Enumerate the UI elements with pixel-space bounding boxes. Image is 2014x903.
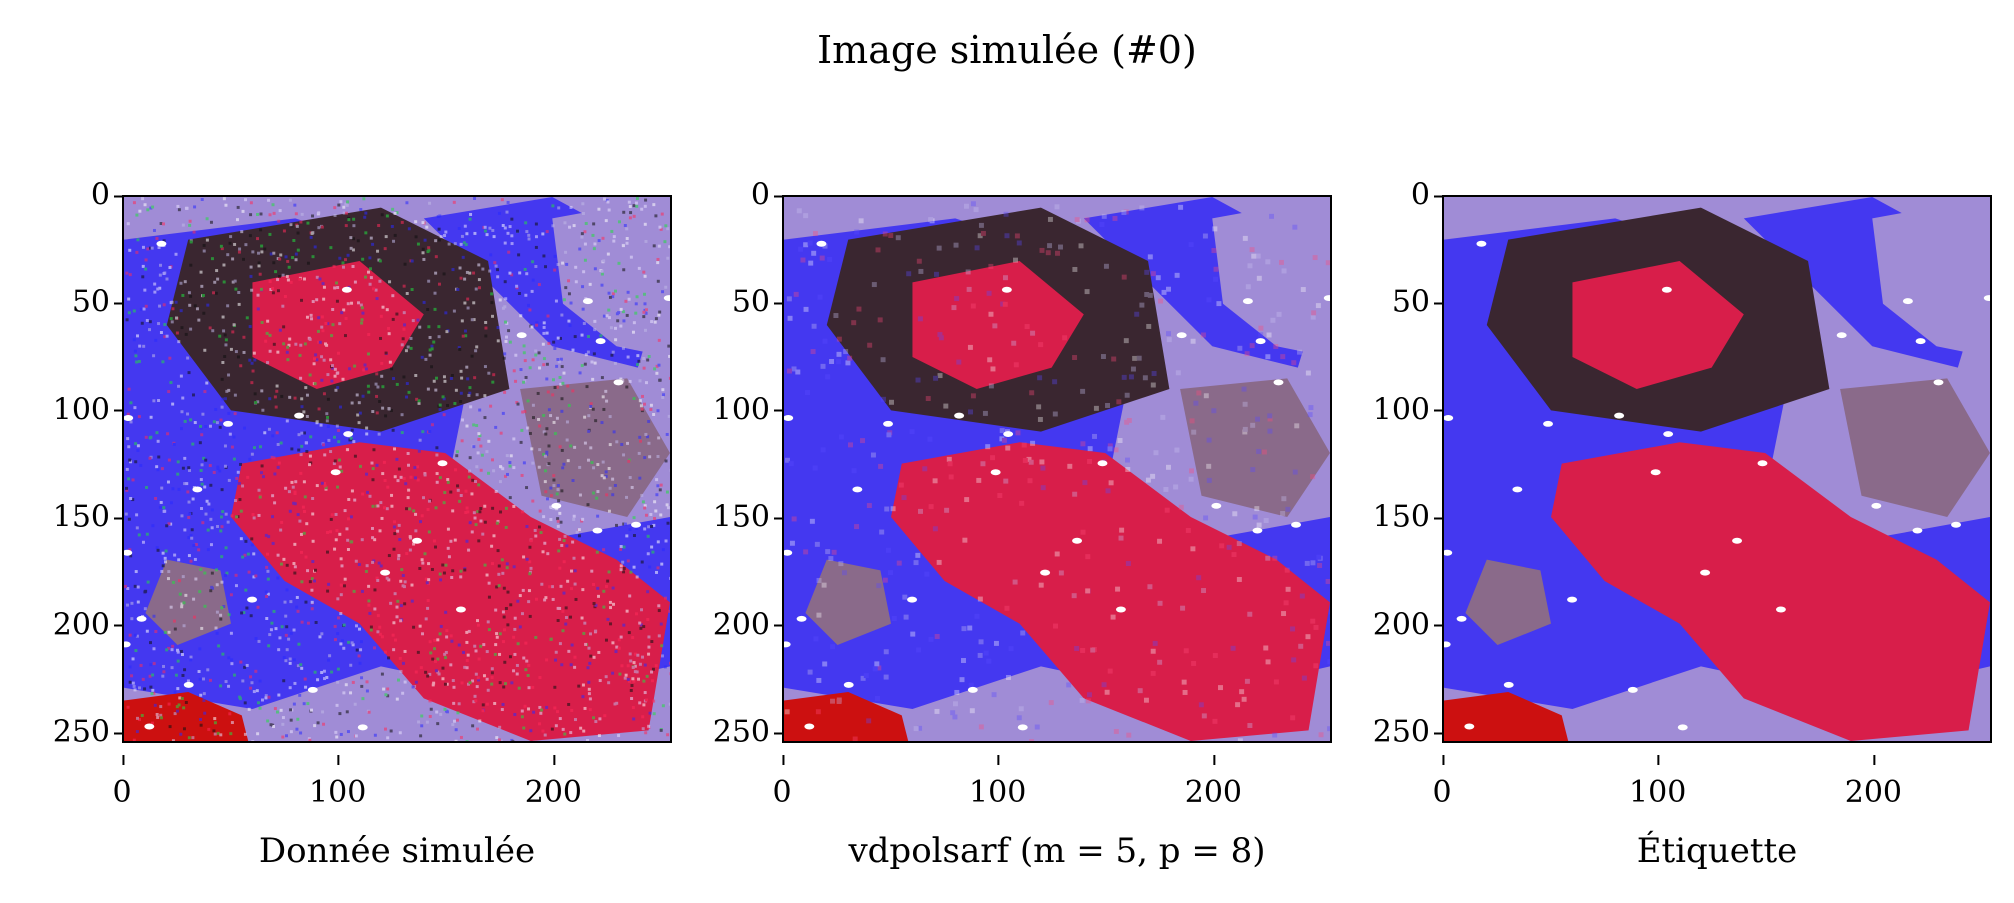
image-label — [1442, 195, 1992, 743]
xtick-label-0: 0 — [1432, 755, 1452, 810]
xtick-data-200: 200 — [524, 755, 582, 810]
ytick-label-150: 150 — [1372, 499, 1445, 535]
ytick-estimate-0: 0 — [750, 177, 785, 213]
chart-title: Image simulée (#0) — [817, 28, 1197, 72]
region-lavender-8 — [1872, 197, 1990, 358]
region-mauve-6 — [1180, 378, 1330, 518]
region-mauve-7 — [145, 559, 232, 646]
region-mauve-7 — [1465, 559, 1552, 646]
xtick-data-0: 0 — [112, 755, 132, 810]
panel-simulated-data: Donnée simulée 0 50 100 150 200 250 0 100 200 — [53, 178, 672, 871]
xtick-estimate-200: 200 — [1184, 755, 1242, 810]
region-red-4 — [1572, 261, 1744, 389]
xlabel-vdpolsarf: vdpolsarf (m = 5, p = 8) — [782, 831, 1332, 871]
image-canvas-data — [124, 197, 670, 741]
ytick-label-0: 0 — [1410, 177, 1445, 213]
ytick-data-100: 100 — [52, 392, 125, 428]
image-canvas-label — [1444, 197, 1990, 741]
xlabel-vdpolsarf-text: vdpolsarf (m = 5, p = 8) — [848, 831, 1266, 871]
white-specks-label — [1444, 240, 1990, 731]
image-canvas-estimate — [784, 197, 1330, 741]
xtick-label-100: 100 — [1629, 755, 1687, 810]
ytick-data-50: 50 — [71, 284, 125, 320]
xlabel-simulated-data: Donnée simulée — [258, 831, 536, 871]
xlabel-label: Étiquette — [1636, 831, 1798, 871]
image-vdpolsarf — [782, 195, 1332, 743]
region-lavender-8 — [1212, 197, 1330, 358]
xtick-estimate-100: 100 — [969, 755, 1027, 810]
ytick-estimate-50: 50 — [731, 284, 785, 320]
ytick-label-200: 200 — [1372, 607, 1445, 643]
xtick-estimate-0: 0 — [772, 755, 792, 810]
ytick-estimate-250: 250 — [712, 714, 785, 750]
region-mauve-6 — [520, 378, 670, 518]
region-red-5 — [1551, 442, 1990, 741]
ytick-label-100: 100 — [1372, 392, 1445, 428]
image-simulated-data — [122, 195, 672, 743]
panel-label: Étiquette 0 50 100 150 200 250 0 100 200 — [1373, 178, 1992, 871]
speckle-noise-data — [124, 197, 670, 741]
ytick-data-0: 0 — [90, 177, 125, 213]
panel-vdpolsarf: vdpolsarf (m = 5, p = 8) 0 50 100 150 200 250… — [713, 178, 1332, 871]
xtick-label-200: 200 — [1844, 755, 1902, 810]
ytick-estimate-200: 200 — [712, 607, 785, 643]
white-specks-estimate — [784, 240, 1330, 731]
region-red-5 — [231, 442, 670, 741]
white-specks-data — [124, 240, 670, 731]
speckle-noise-estimate — [784, 201, 1330, 741]
region-bright_red-9 — [1444, 691, 1569, 741]
region-red-4 — [912, 261, 1084, 389]
region-red-4 — [252, 261, 424, 389]
xtick-data-100: 100 — [309, 755, 367, 810]
ytick-data-250: 250 — [52, 714, 125, 750]
ytick-data-150: 150 — [52, 499, 125, 535]
ytick-estimate-100: 100 — [712, 392, 785, 428]
region-bright_red-9 — [784, 691, 909, 741]
ytick-data-200: 200 — [52, 607, 125, 643]
region-mauve-7 — [805, 559, 892, 646]
ytick-estimate-150: 150 — [712, 499, 785, 535]
region-red-5 — [891, 442, 1330, 741]
region-mauve-6 — [1840, 378, 1990, 518]
ytick-label-50: 50 — [1391, 284, 1445, 320]
ytick-label-250: 250 — [1372, 714, 1445, 750]
